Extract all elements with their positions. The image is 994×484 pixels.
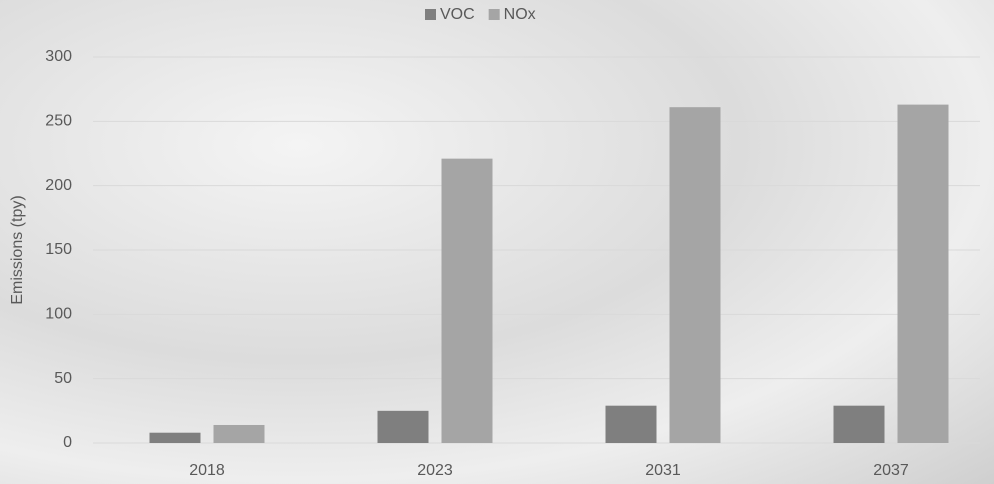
x-tick-label: 2031 xyxy=(645,462,681,479)
y-tick-label: 200 xyxy=(45,177,72,194)
legend-label: NOx xyxy=(504,6,536,23)
x-tick-label: 2023 xyxy=(417,462,453,479)
y-tick-label: 0 xyxy=(63,434,72,451)
bar xyxy=(441,158,493,443)
legend-label: VOC xyxy=(440,6,475,23)
bar xyxy=(833,405,885,443)
y-tick-label: 250 xyxy=(45,113,72,130)
y-tick-label: 100 xyxy=(45,306,72,323)
y-axis-label: Emissions (tpy) xyxy=(9,195,26,304)
x-tick-label: 2037 xyxy=(873,462,909,479)
y-tick-label: 150 xyxy=(45,241,72,258)
bar xyxy=(213,424,265,443)
bar xyxy=(377,410,429,443)
bar xyxy=(897,104,949,444)
bar xyxy=(669,107,721,444)
legend-swatch xyxy=(425,9,436,20)
bar xyxy=(149,432,201,443)
y-tick-label: 50 xyxy=(54,370,72,387)
bar xyxy=(605,405,657,443)
legend-swatch xyxy=(488,9,500,20)
x-tick-label: 2018 xyxy=(189,462,225,479)
y-tick-label: 300 xyxy=(45,48,72,65)
